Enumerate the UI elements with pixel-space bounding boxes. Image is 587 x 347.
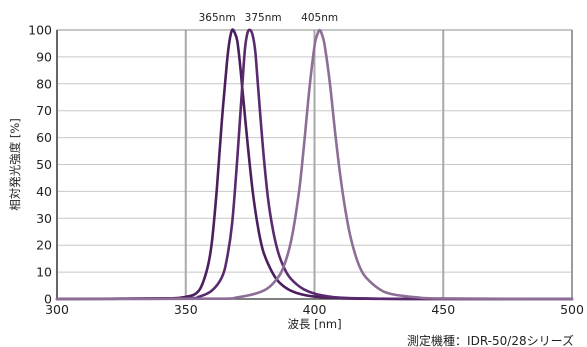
peak-label-375nm: 375nm <box>245 12 282 24</box>
y-tick-label: 30 <box>36 211 52 226</box>
y-tick-label: 40 <box>36 184 52 199</box>
x-tick-label: 300 <box>45 302 69 317</box>
y-tick-label: 20 <box>36 238 52 253</box>
x-tick-labels: 300 350 400 450 500 <box>45 302 584 317</box>
x-tick-label: 450 <box>431 302 455 317</box>
y-tick-label: 60 <box>36 130 52 145</box>
series-line-405nm <box>55 28 574 301</box>
y-tick-label: 90 <box>36 49 52 64</box>
y-tick-label: 80 <box>36 76 52 91</box>
series-line-365nm <box>55 28 574 301</box>
y-tick-label: 0 <box>44 292 52 307</box>
peak-label-405nm: 405nm <box>301 12 338 24</box>
peak-labels: 365nm 375nm 405nm <box>199 12 338 24</box>
y-tick-label: 50 <box>36 157 52 172</box>
footnote: 測定機種：IDR-50/28シリーズ <box>407 333 574 347</box>
y-tick-label: 10 <box>36 265 52 280</box>
y-tick-labels: 0 10 20 30 40 50 60 70 80 90 100 <box>28 23 52 307</box>
x-tick-label: 400 <box>303 302 327 317</box>
x-axis-title: 波長 [nm] <box>287 317 341 331</box>
y-tick-label: 70 <box>36 103 52 118</box>
x-tick-label: 350 <box>174 302 198 317</box>
peak-label-365nm: 365nm <box>199 12 236 24</box>
y-tick-label: 100 <box>28 23 52 38</box>
x-tick-label: 500 <box>560 302 584 317</box>
series-layer <box>55 28 574 301</box>
series-line-375nm <box>55 28 574 301</box>
y-axis-title: 相対発光強度 [%] <box>8 118 22 211</box>
